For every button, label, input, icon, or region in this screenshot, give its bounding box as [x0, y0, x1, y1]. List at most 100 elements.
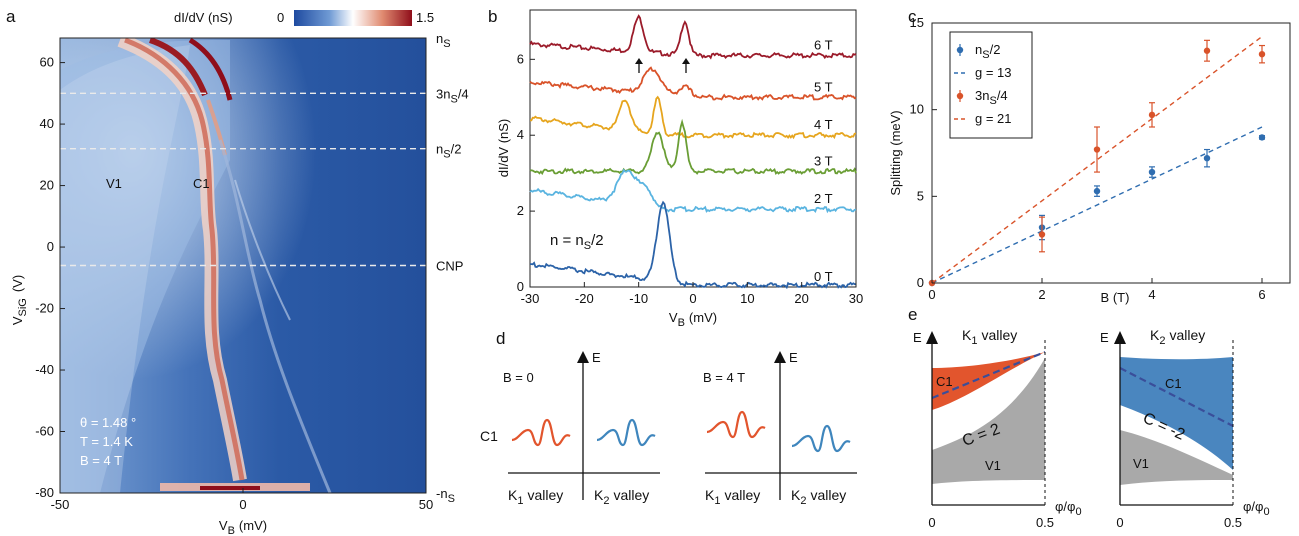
data-point: [1258, 51, 1266, 58]
region-label-v1: V1: [985, 458, 1001, 473]
c1-mean-line: [931, 350, 1046, 400]
param-field: B = 4 T: [80, 453, 122, 468]
spectrum-label: 5 T: [814, 79, 833, 94]
right-density-labels: nS 3nS/4 nS/2 CNP -nS: [436, 31, 469, 505]
energy-arrow-icon: [577, 351, 589, 363]
spectrum-label: 4 T: [814, 117, 833, 132]
colorbar-max: 1.5: [416, 10, 434, 25]
legend-entry: g = 13: [975, 65, 1012, 80]
x-tick-label: -50: [51, 497, 70, 512]
energy-arrow-icon: [926, 331, 938, 344]
energy-label: E: [913, 330, 922, 345]
v1-region: [1120, 430, 1233, 485]
panel-e: e E K1 valley C1 C = 2 V1 0 0.5 φ/φ0: [908, 305, 1270, 530]
flux-axis-label: φ/φ0: [1243, 499, 1270, 518]
density-label-0: nS: [436, 31, 451, 50]
y-tick-label: 20: [40, 178, 54, 193]
x-tick-label: 30: [849, 291, 863, 306]
data-point: [1148, 168, 1156, 176]
legend-box: [949, 31, 1033, 139]
x-tick-label: 6: [1258, 287, 1265, 302]
x-tick-label: -10: [629, 291, 648, 306]
legend-marker: [956, 46, 964, 54]
y-tick-label: 2: [517, 203, 524, 218]
y-axis-label-b: dI/dV (nS): [496, 119, 511, 178]
density-label-2: nS/2: [436, 142, 461, 161]
diagram-title-b4t: B = 4 T: [703, 370, 745, 385]
panel-c: c 0 2 4 6 0 5 10 15 nS/2 g = 13 3nS/4 g = 21 Split…: [888, 7, 1291, 305]
valley-label-k2: K2 valley: [594, 487, 649, 507]
spectrum-3T: [529, 118, 857, 176]
colorbar-min: 0: [277, 10, 284, 25]
valley-label-k2: K2 valley: [791, 487, 846, 507]
y-tick-label: -80: [35, 485, 54, 500]
splitting-points: [928, 39, 1266, 287]
y-tick-label: 5: [917, 188, 924, 203]
spectrum-label: 6 T: [814, 38, 833, 53]
k1-band-curve: [511, 418, 571, 447]
c1-mean-line: [1119, 367, 1234, 427]
valley-label-k1: K1 valley: [508, 487, 563, 507]
svg-text:Splitting (meV): Splitting (meV): [888, 110, 903, 195]
spectra-labels: 6 T 5 T 4 T 3 T 2 T 0 T: [814, 38, 833, 284]
x-tick-label: -30: [521, 291, 540, 306]
spectrum-label: 3 T: [814, 153, 833, 168]
spectrum-label: 2 T: [814, 191, 833, 206]
fit-line-1: [931, 35, 1263, 284]
legend-marker: [956, 92, 964, 100]
data-point: [1148, 111, 1156, 119]
spectrum-2T: [529, 168, 857, 214]
c1-region: [1120, 357, 1233, 470]
energy-arrow-icon: [774, 351, 786, 363]
energy-label: E: [789, 350, 798, 365]
axis-ticks-b: -30 -20 -10 0 10 20 30 0 2 4 6: [517, 51, 863, 306]
param-theta: θ = 1.48 °: [80, 415, 136, 430]
y-tick-label: 0: [47, 239, 54, 254]
panel-letter-c: c: [908, 7, 917, 26]
x-tick-half: 0.5: [1036, 515, 1054, 530]
region-label-c1: C1: [936, 374, 953, 389]
panel-letter-a: a: [6, 7, 16, 26]
energy-label: E: [592, 350, 601, 365]
data-point: [1203, 155, 1211, 162]
spectrum-5T: [529, 66, 857, 101]
valley-title-k2: K2 valley: [1150, 327, 1205, 347]
valley-title-k1: K1 valley: [962, 327, 1017, 347]
fit-line-0: [931, 126, 1263, 284]
y-tick-label: -40: [35, 362, 54, 377]
plot-frame-c: [931, 22, 1291, 284]
y-tick-label: 6: [517, 51, 524, 66]
panel-letter-e: e: [908, 305, 917, 324]
y-tick-label: -60: [35, 424, 54, 439]
x-tick-0: 0: [928, 515, 935, 530]
legend: nS/2 g = 13 3nS/4 g = 21: [954, 42, 1012, 126]
region-label-c1: C1: [1165, 376, 1182, 391]
y-tick-label: -20: [35, 301, 54, 316]
y-tick-label: 60: [40, 55, 54, 70]
x-tick-label: 50: [419, 497, 433, 512]
density-label-1: 3nS/4: [436, 86, 469, 105]
x-axis-label-b: VB (mV): [669, 310, 717, 329]
diagram-title-b0: B = 0: [503, 370, 534, 385]
x-tick-label: 0: [928, 287, 935, 302]
y-tick-label: 15: [910, 15, 924, 30]
heatmap: [60, 38, 426, 493]
legend-entry: g = 21: [975, 111, 1012, 126]
data-point: [1093, 187, 1101, 195]
panel-letter-b: b: [488, 7, 497, 26]
x-axis-label-c: B (T): [1101, 290, 1130, 305]
fit-lines: [931, 35, 1263, 284]
region-label-v1: V1: [1133, 456, 1149, 471]
spectrum-4T: [530, 95, 857, 140]
x-tick-label: -20: [575, 291, 594, 306]
k2-band-curve: [596, 418, 656, 447]
c1-region: [932, 352, 1045, 410]
x-axis-ticks-a: -50 0 50: [51, 488, 433, 512]
legend-entry: nS/2: [975, 42, 1000, 61]
x-tick-label: 2: [1038, 287, 1045, 302]
y-tick-label: 0: [917, 275, 924, 290]
energy-label: E: [1100, 330, 1109, 345]
y-tick-label: 10: [910, 102, 924, 117]
data-point: [1258, 134, 1266, 141]
param-temperature: T = 1.4 K: [80, 434, 133, 449]
